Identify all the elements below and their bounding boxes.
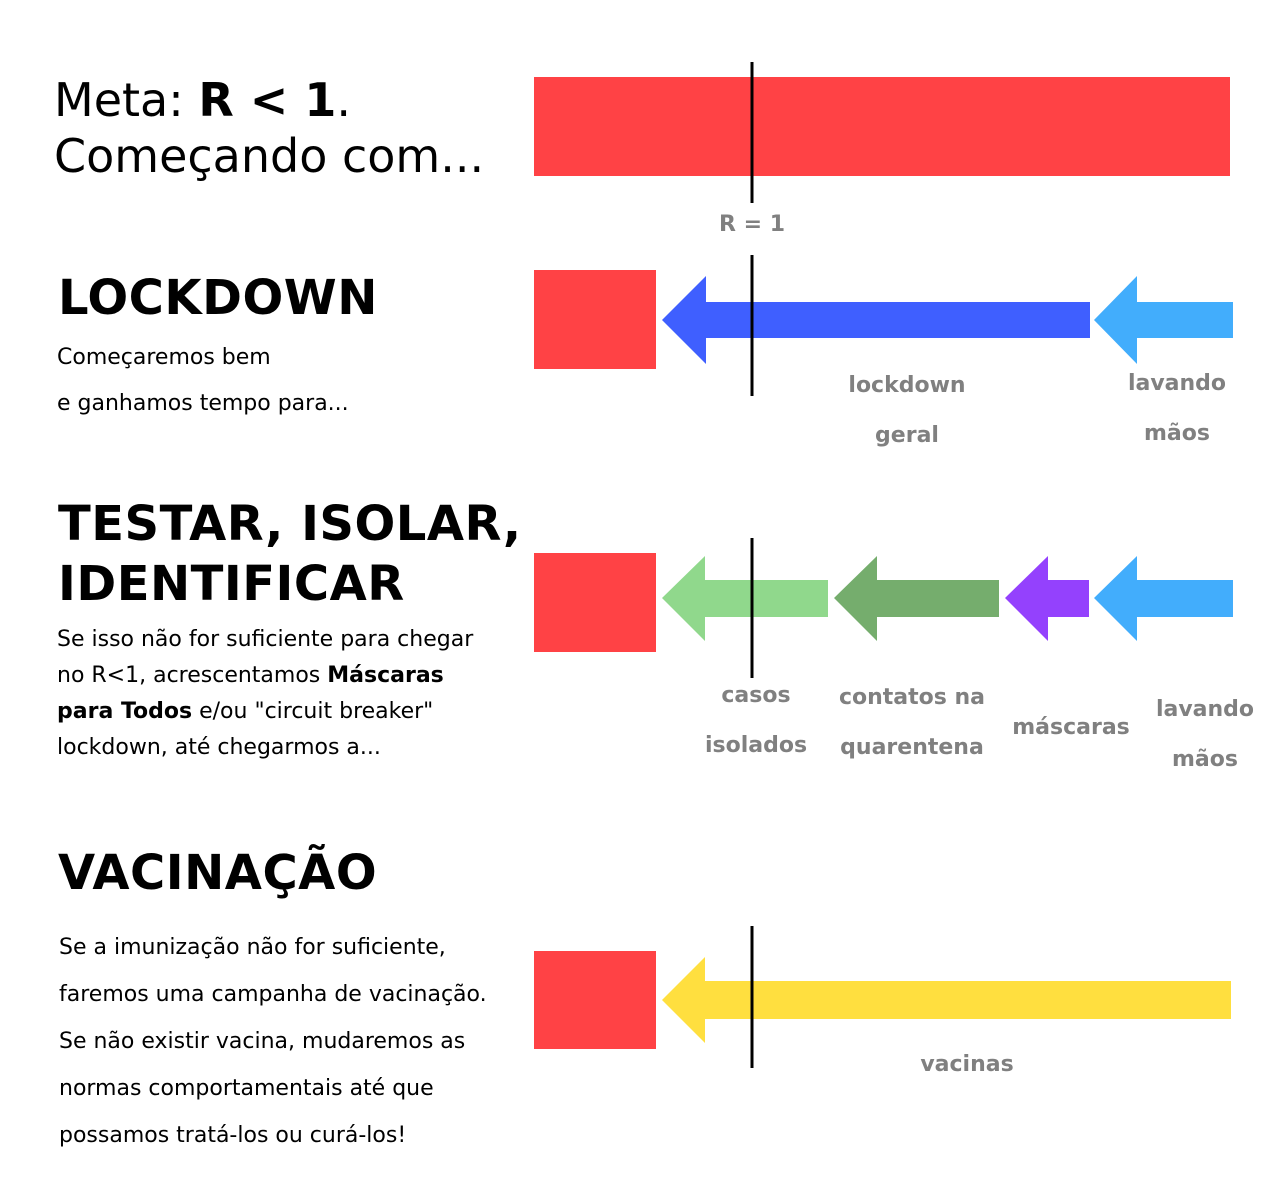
lockdown-heading: LOCKDOWN xyxy=(58,270,378,326)
handwashing-label-line: mãos xyxy=(1144,421,1210,446)
testing-description: Se isso não for suficiente para chegar n… xyxy=(57,622,473,766)
remaining-r-bar xyxy=(534,553,656,652)
masks-arrow xyxy=(1005,556,1089,641)
testing-heading-line: TESTAR, ISOLAR, xyxy=(58,496,522,552)
handwashing-label-line: lavando xyxy=(1155,697,1255,722)
goal-suffix: . xyxy=(336,73,351,127)
starting-r-bar xyxy=(534,77,1230,176)
handwashing-label: lavando mãos xyxy=(1107,359,1247,459)
vaccination-description-line: possamos tratá-los ou curá-los! xyxy=(59,1123,407,1148)
vaccination-heading: VACINAÇÃO xyxy=(58,845,378,901)
quarantine-contacts-label-line: contatos na xyxy=(838,685,986,710)
lockdown-label: lockdown geral xyxy=(807,361,1007,461)
goal-prefix: Meta: xyxy=(54,73,199,127)
isolated-cases-arrow xyxy=(662,556,828,641)
remaining-r-bar xyxy=(534,270,656,369)
testing-heading: TESTAR, ISOLAR, IDENTIFICAR xyxy=(58,494,522,614)
vaccines-arrow xyxy=(662,957,1231,1043)
lockdown-description-line: Começaremos bem xyxy=(57,345,271,370)
testing-description-line: Se isso não for suficiente para chegar xyxy=(57,627,474,652)
masks-emphasis: Máscaras xyxy=(327,663,444,688)
testing-heading-line: IDENTIFICAR xyxy=(58,556,405,612)
goal-subtitle: Começando com... xyxy=(54,129,485,183)
quarantine-contacts-label: contatos na quarentena xyxy=(822,673,1002,773)
quarantine-contacts-label-line: quarentena xyxy=(840,735,984,760)
handwashing-label-line: mãos xyxy=(1172,747,1238,772)
vaccines-label: vacinas xyxy=(920,1052,1014,1077)
vaccination-description-line: faremos uma campanha de vacinação. xyxy=(59,982,487,1007)
vaccination-description-line: Se a imunização não for suficiente, xyxy=(59,935,446,960)
remaining-r-bar xyxy=(534,951,656,1049)
lockdown-label-line: lockdown xyxy=(848,373,966,398)
testing-description-line: e/ou "circuit breaker" xyxy=(192,699,434,724)
masks-label: máscaras xyxy=(1012,715,1130,740)
goal-r-less-than-1: R < 1 xyxy=(198,73,337,127)
lockdown-description-line: e ganhamos tempo para... xyxy=(57,391,349,416)
isolated-cases-label-line: isolados xyxy=(704,733,808,758)
testing-description-line: no R<1, acrescentamos xyxy=(57,663,328,688)
handwashing-arrow xyxy=(1094,276,1233,364)
r-equals-1-label: R = 1 xyxy=(719,212,785,237)
lockdown-label-line: geral xyxy=(875,423,939,448)
handwashing-label-line: lavando xyxy=(1127,371,1227,396)
goal-title: Meta: R < 1. Começando com... xyxy=(54,72,484,184)
isolated-cases-label: casos isolados xyxy=(686,671,826,771)
handwashing-label: lavando mãos xyxy=(1135,685,1275,785)
handwashing-arrow xyxy=(1094,556,1233,641)
quarantine-contacts-arrow xyxy=(834,556,999,641)
isolated-cases-label-line: casos xyxy=(721,683,791,708)
vaccination-description-line: normas comportamentais até que xyxy=(59,1076,434,1101)
lockdown-description: Começaremos bem e ganhamos tempo para... xyxy=(57,340,349,422)
lockdown-arrow xyxy=(662,276,1090,364)
for-everyone-emphasis: para Todos xyxy=(57,699,193,724)
vaccination-description-line: Se não existir vacina, mudaremos as xyxy=(59,1029,466,1054)
testing-description-line: lockdown, até chegarmos a... xyxy=(57,735,381,760)
vaccination-description: Se a imunização não for suficiente, fare… xyxy=(59,924,487,1159)
